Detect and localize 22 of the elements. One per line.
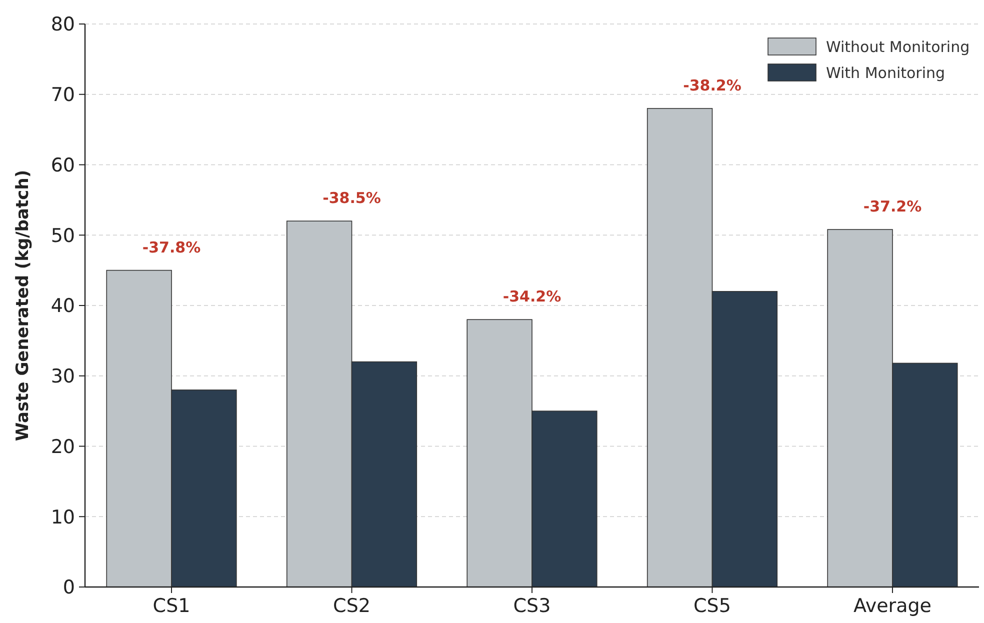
y-tick-label: 0: [62, 576, 75, 599]
x-tick-label: CS2: [333, 595, 370, 617]
annotation: -34.2%: [502, 288, 562, 306]
legend-label: With Monitoring: [826, 64, 946, 82]
y-tick-label: 60: [50, 154, 75, 176]
annotation: -37.8%: [142, 238, 201, 256]
y-tick-label: 20: [50, 436, 75, 458]
x-tick-label: CS3: [513, 595, 551, 617]
y-tick-label: 10: [50, 506, 75, 528]
legend-label: Without Monitoring: [826, 38, 970, 56]
x-tick-label: CS1: [152, 595, 190, 617]
annotation: -38.2%: [683, 76, 742, 94]
y-tick-label: 40: [50, 295, 75, 318]
y-tick-label: 30: [50, 366, 75, 388]
y-tick-label: 80: [50, 14, 75, 36]
y-tick-label: 50: [50, 224, 75, 247]
annotation: -37.2%: [863, 197, 922, 216]
y-axis-title: Waste Generated (kg/batch): [13, 170, 33, 442]
annotation: -38.5%: [322, 189, 381, 208]
x-tick-label: CS5: [694, 595, 731, 617]
x-tick-label: Average: [853, 595, 932, 617]
y-tick-label: 70: [50, 84, 75, 106]
